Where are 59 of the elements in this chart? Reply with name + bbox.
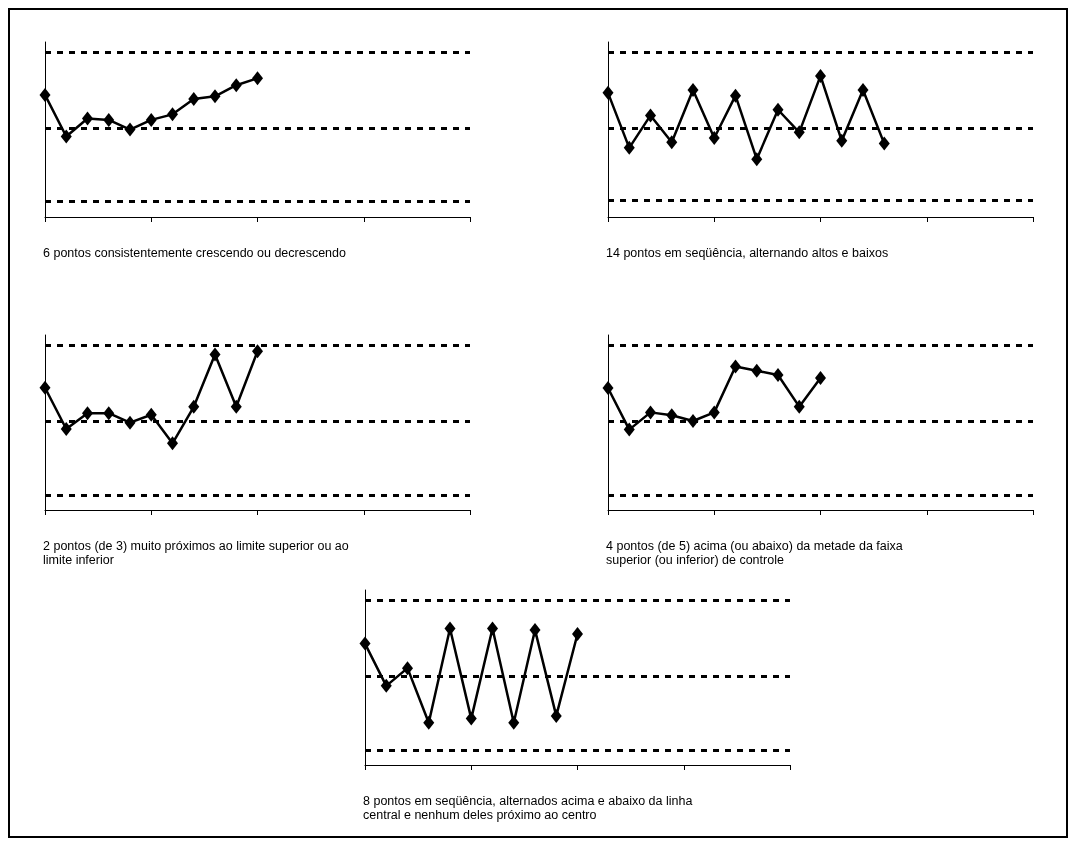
point: [252, 71, 263, 86]
point: [380, 678, 392, 693]
point: [645, 405, 656, 420]
point: [815, 370, 826, 385]
point: [572, 627, 583, 642]
point: [188, 92, 200, 107]
point: [423, 715, 435, 730]
point: [444, 621, 456, 636]
point: [751, 363, 763, 378]
point: [623, 422, 635, 437]
point: [209, 347, 221, 362]
point: [82, 406, 93, 421]
point: [359, 636, 371, 651]
point: [188, 399, 200, 414]
point: [402, 661, 413, 676]
point: [708, 130, 720, 145]
point: [39, 87, 51, 102]
point: [730, 359, 741, 374]
point: [230, 78, 242, 93]
point: [465, 711, 477, 726]
text: 4 pontos (de 5) acima (ou abaixo) da metade da faixa superior (ou inferior) de controle: [606, 539, 904, 567]
point: [602, 380, 614, 395]
point: [666, 135, 678, 150]
point: [103, 406, 115, 421]
point: [623, 140, 635, 155]
point: [687, 83, 699, 97]
point: [167, 107, 178, 122]
point: [836, 133, 848, 148]
text: 6 pontos consistentemente crescendo ou decrescendo: [43, 246, 347, 260]
point: [815, 68, 826, 83]
point: [730, 88, 741, 103]
point: [60, 422, 72, 437]
point: [60, 129, 72, 144]
point: [145, 112, 157, 127]
point: [508, 715, 520, 730]
text: 14 pontos em seqüência, alternando altos e baixos: [606, 246, 890, 260]
point: [857, 83, 869, 97]
point: [708, 405, 720, 420]
point: [487, 621, 498, 636]
point: [145, 407, 157, 422]
point: [103, 112, 115, 127]
point: [230, 399, 242, 414]
point: [751, 152, 763, 167]
point: [252, 344, 263, 359]
point: [645, 108, 656, 123]
point: [550, 708, 562, 723]
point: [602, 85, 614, 100]
text: 8 pontos em seqüência, alternados acima e abaixo da linha central e nenhum deles próximo ao centro: [363, 794, 693, 822]
point: [772, 368, 784, 383]
text: 2 pontos (de 3) muito próximos ao limite superior ou ao limite inferior: [43, 539, 350, 567]
point: [529, 622, 541, 637]
point: [82, 111, 93, 126]
point: [793, 399, 805, 414]
point: [793, 125, 805, 140]
point: [209, 89, 221, 104]
point: [772, 102, 784, 117]
point: [167, 436, 178, 451]
point: [39, 380, 51, 395]
point: [878, 136, 890, 151]
